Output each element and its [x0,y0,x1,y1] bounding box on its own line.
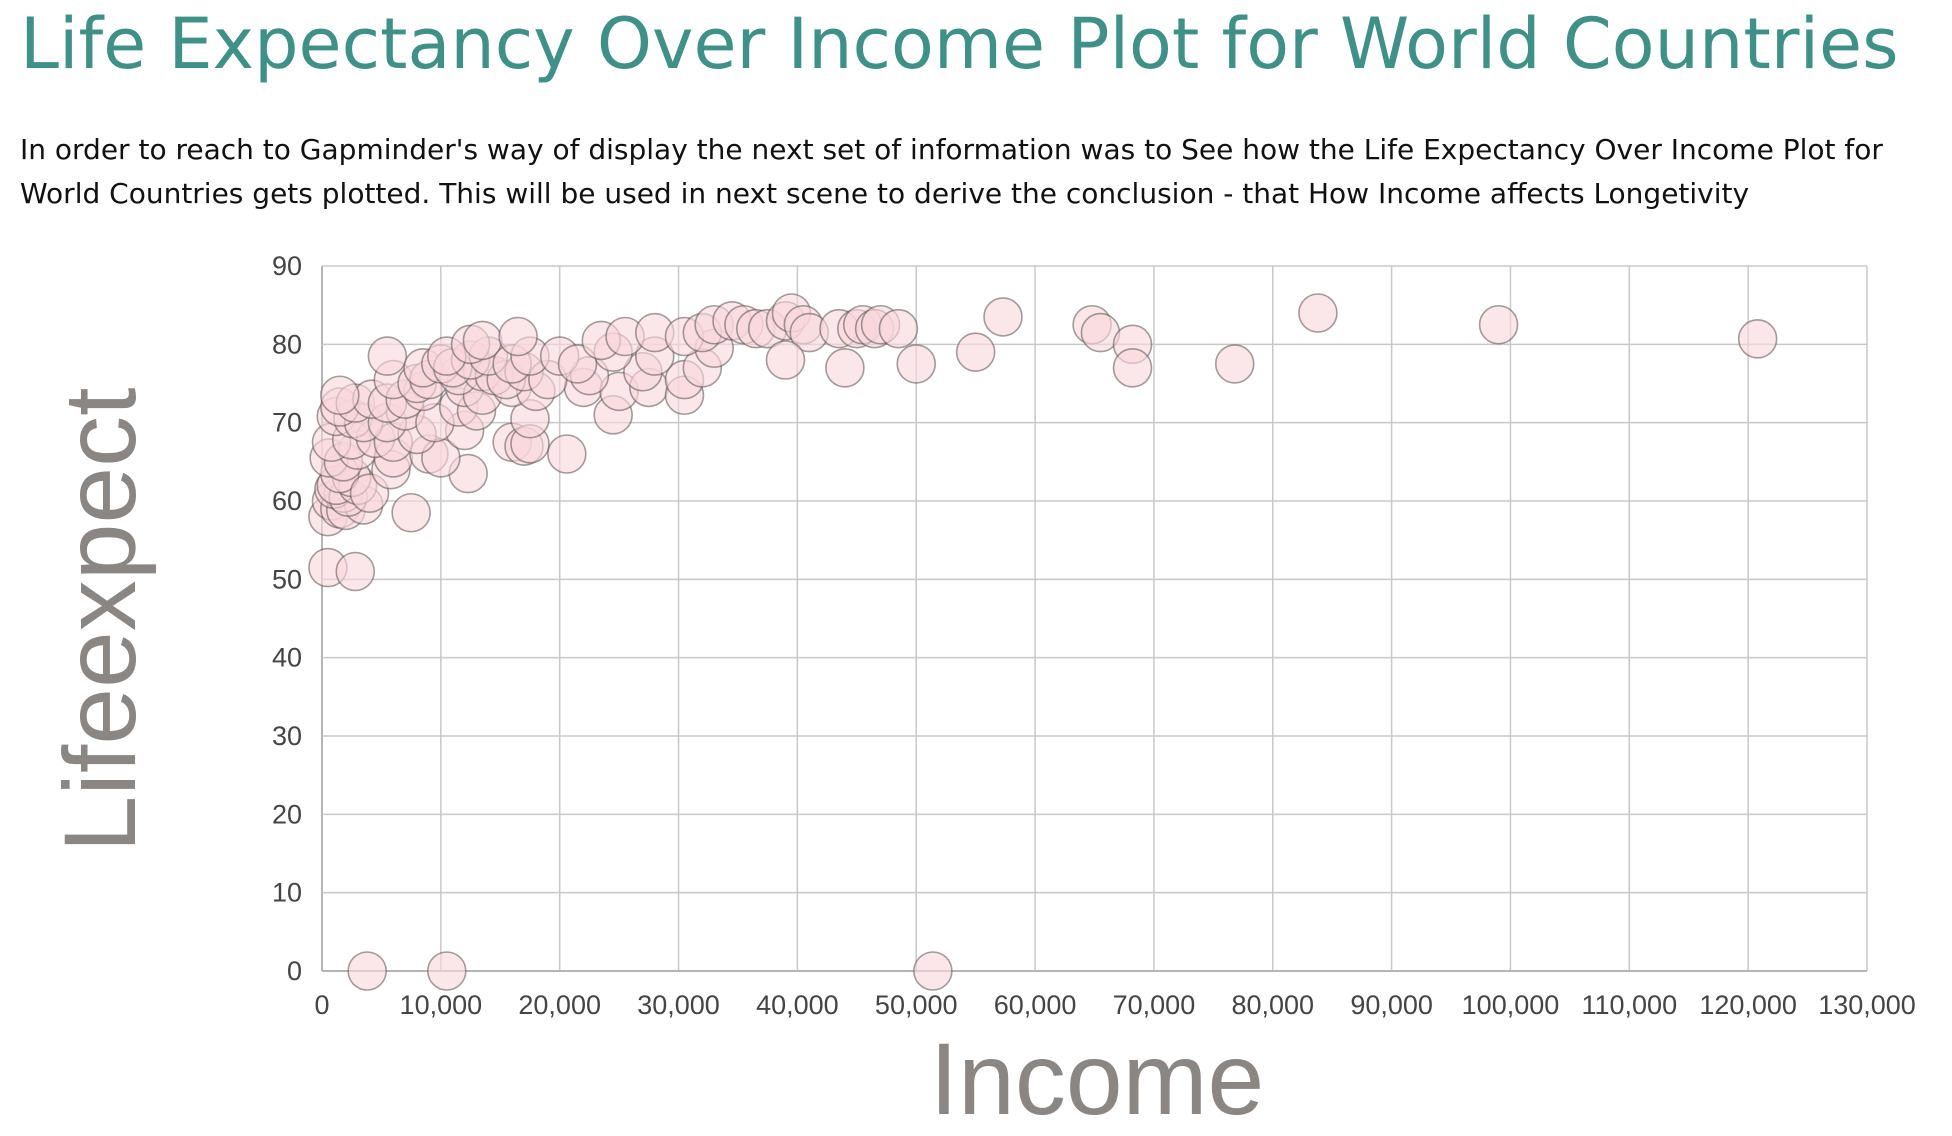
x-tick-label: 30,000 [637,990,720,1020]
page-title: Life Expectancy Over Income Plot for Wor… [20,3,1899,85]
y-tick-label: 30 [272,721,302,751]
y-tick-label: 0 [287,956,302,986]
x-tick-label: 110,000 [1582,990,1678,1020]
scatter-point [498,316,538,357]
scatter-point [955,332,996,372]
y-tick-label: 60 [272,486,302,516]
scatter-point [1298,293,1338,333]
scatter-point [320,375,360,416]
scatter-point [896,344,937,384]
scatter-point [462,320,503,361]
y-tick-label: 20 [272,799,302,829]
y-tick-label: 70 [272,408,302,438]
x-tick-label: 60,000 [994,990,1077,1020]
intro-paragraph: In order to reach to Gapminder's way of … [20,133,1883,210]
scatter-point [1112,348,1153,388]
x-tick-label: 90,000 [1350,990,1433,1020]
x-tick-label: 70,000 [1113,990,1196,1020]
y-tick-label: 50 [272,564,302,594]
scatter-point [1214,344,1255,384]
y-tick-label: 40 [272,643,302,673]
scatter-points [308,293,1778,991]
scatter-point [913,951,953,991]
x-tick-label: 0 [314,990,329,1020]
y-axis-title: Lifeexpect [43,388,157,853]
x-tick-label: 40,000 [756,990,839,1020]
scatter-point [547,434,587,474]
axis-ticks: 0 10,000 20,000 30,000 40,000 50,000 60,000 70,… [272,251,1916,1020]
x-tick-label: 100,000 [1462,990,1560,1020]
x-tick-label: 130,000 [1818,990,1916,1020]
scatter-point [878,308,919,349]
scatter-point [367,336,408,376]
x-tick-label: 80,000 [1231,990,1314,1020]
y-tick-label: 90 [272,251,302,281]
scatter-point [347,951,387,991]
scatter-point [1478,304,1519,345]
scatter-point [825,348,865,388]
x-tick-label: 20,000 [518,990,601,1020]
scatter-point [335,551,376,592]
scatter-point [1737,319,1778,359]
y-tick-label: 10 [272,878,302,908]
scatter-point [765,340,806,380]
x-tick-label: 50,000 [875,990,958,1020]
scatter-point [391,492,431,533]
scatter-point [983,297,1023,337]
x-tick-label: 120,000 [1699,990,1797,1020]
scatter-point [557,344,598,384]
scatter-point [426,951,467,991]
x-axis-title: Income [930,1022,1265,1136]
x-tick-label: 10,000 [400,990,483,1020]
y-tick-label: 80 [272,329,302,359]
